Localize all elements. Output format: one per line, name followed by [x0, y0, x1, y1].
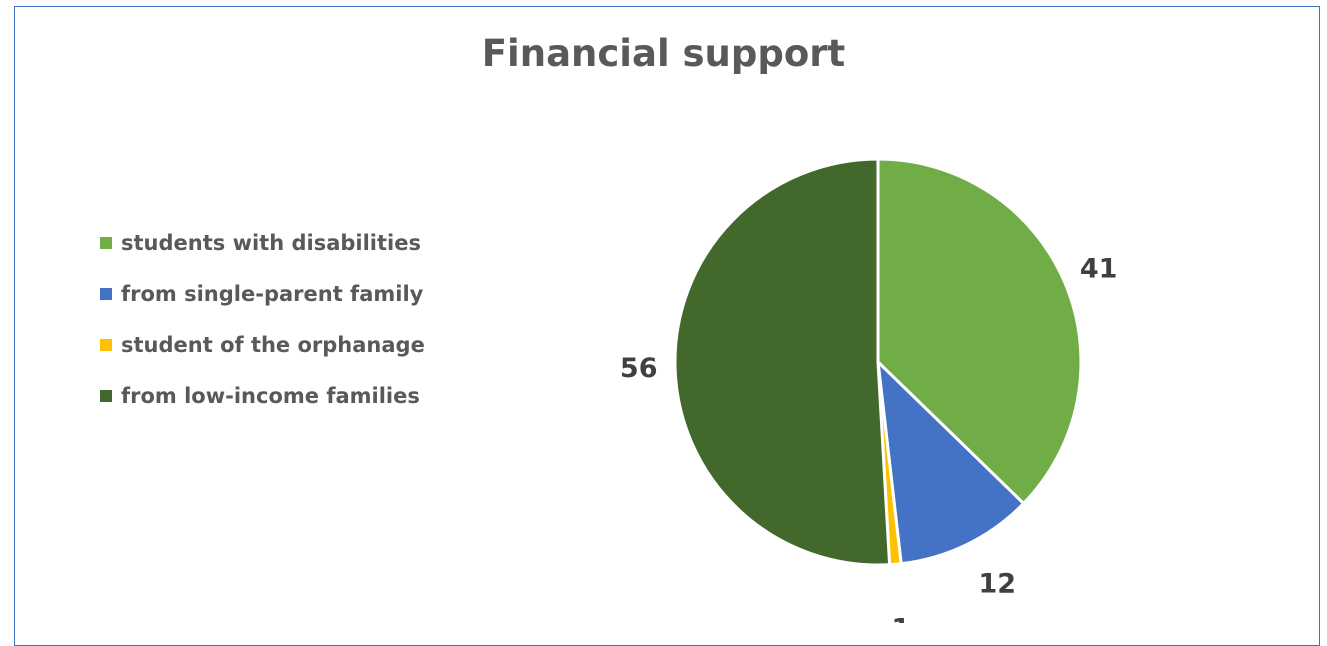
chart-title: Financial support [481, 32, 846, 75]
legend-item-orphanage: student of the orphanage [100, 328, 425, 362]
pie-slices [673, 157, 1083, 567]
legend-swatch-single-parent [100, 288, 112, 300]
data-label-orphanage: 1 [892, 613, 911, 623]
legend-label-disabilities: students with disabilities [121, 231, 421, 255]
legend-swatch-orphanage [100, 339, 112, 351]
legend-label-single-parent: from single-parent family [121, 282, 424, 306]
legend-item-disabilities: students with disabilities [100, 226, 425, 260]
data-label-single-parent: 12 [978, 569, 1016, 600]
legend: students with disabilities from single-p… [100, 226, 425, 430]
legend-item-single-parent: from single-parent family [100, 277, 425, 311]
data-label-low-income: 56 [620, 353, 658, 384]
legend-swatch-low-income [100, 390, 112, 402]
slice-disabilities [876, 157, 1083, 505]
legend-label-orphanage: student of the orphanage [121, 333, 425, 357]
legend-swatch-disabilities [100, 237, 112, 249]
legend-item-low-income: from low-income families [100, 379, 425, 413]
chart-area [14, 6, 1320, 646]
data-label-disabilities: 41 [1080, 253, 1118, 284]
slice-single-parent [876, 360, 1026, 566]
pie-data-labels: 41 12 1 56 [620, 253, 1118, 623]
legend-label-low-income: from low-income families [121, 384, 420, 408]
slice-low-income [673, 157, 892, 567]
pie-chart: 41 12 1 56 [620, 157, 1118, 623]
